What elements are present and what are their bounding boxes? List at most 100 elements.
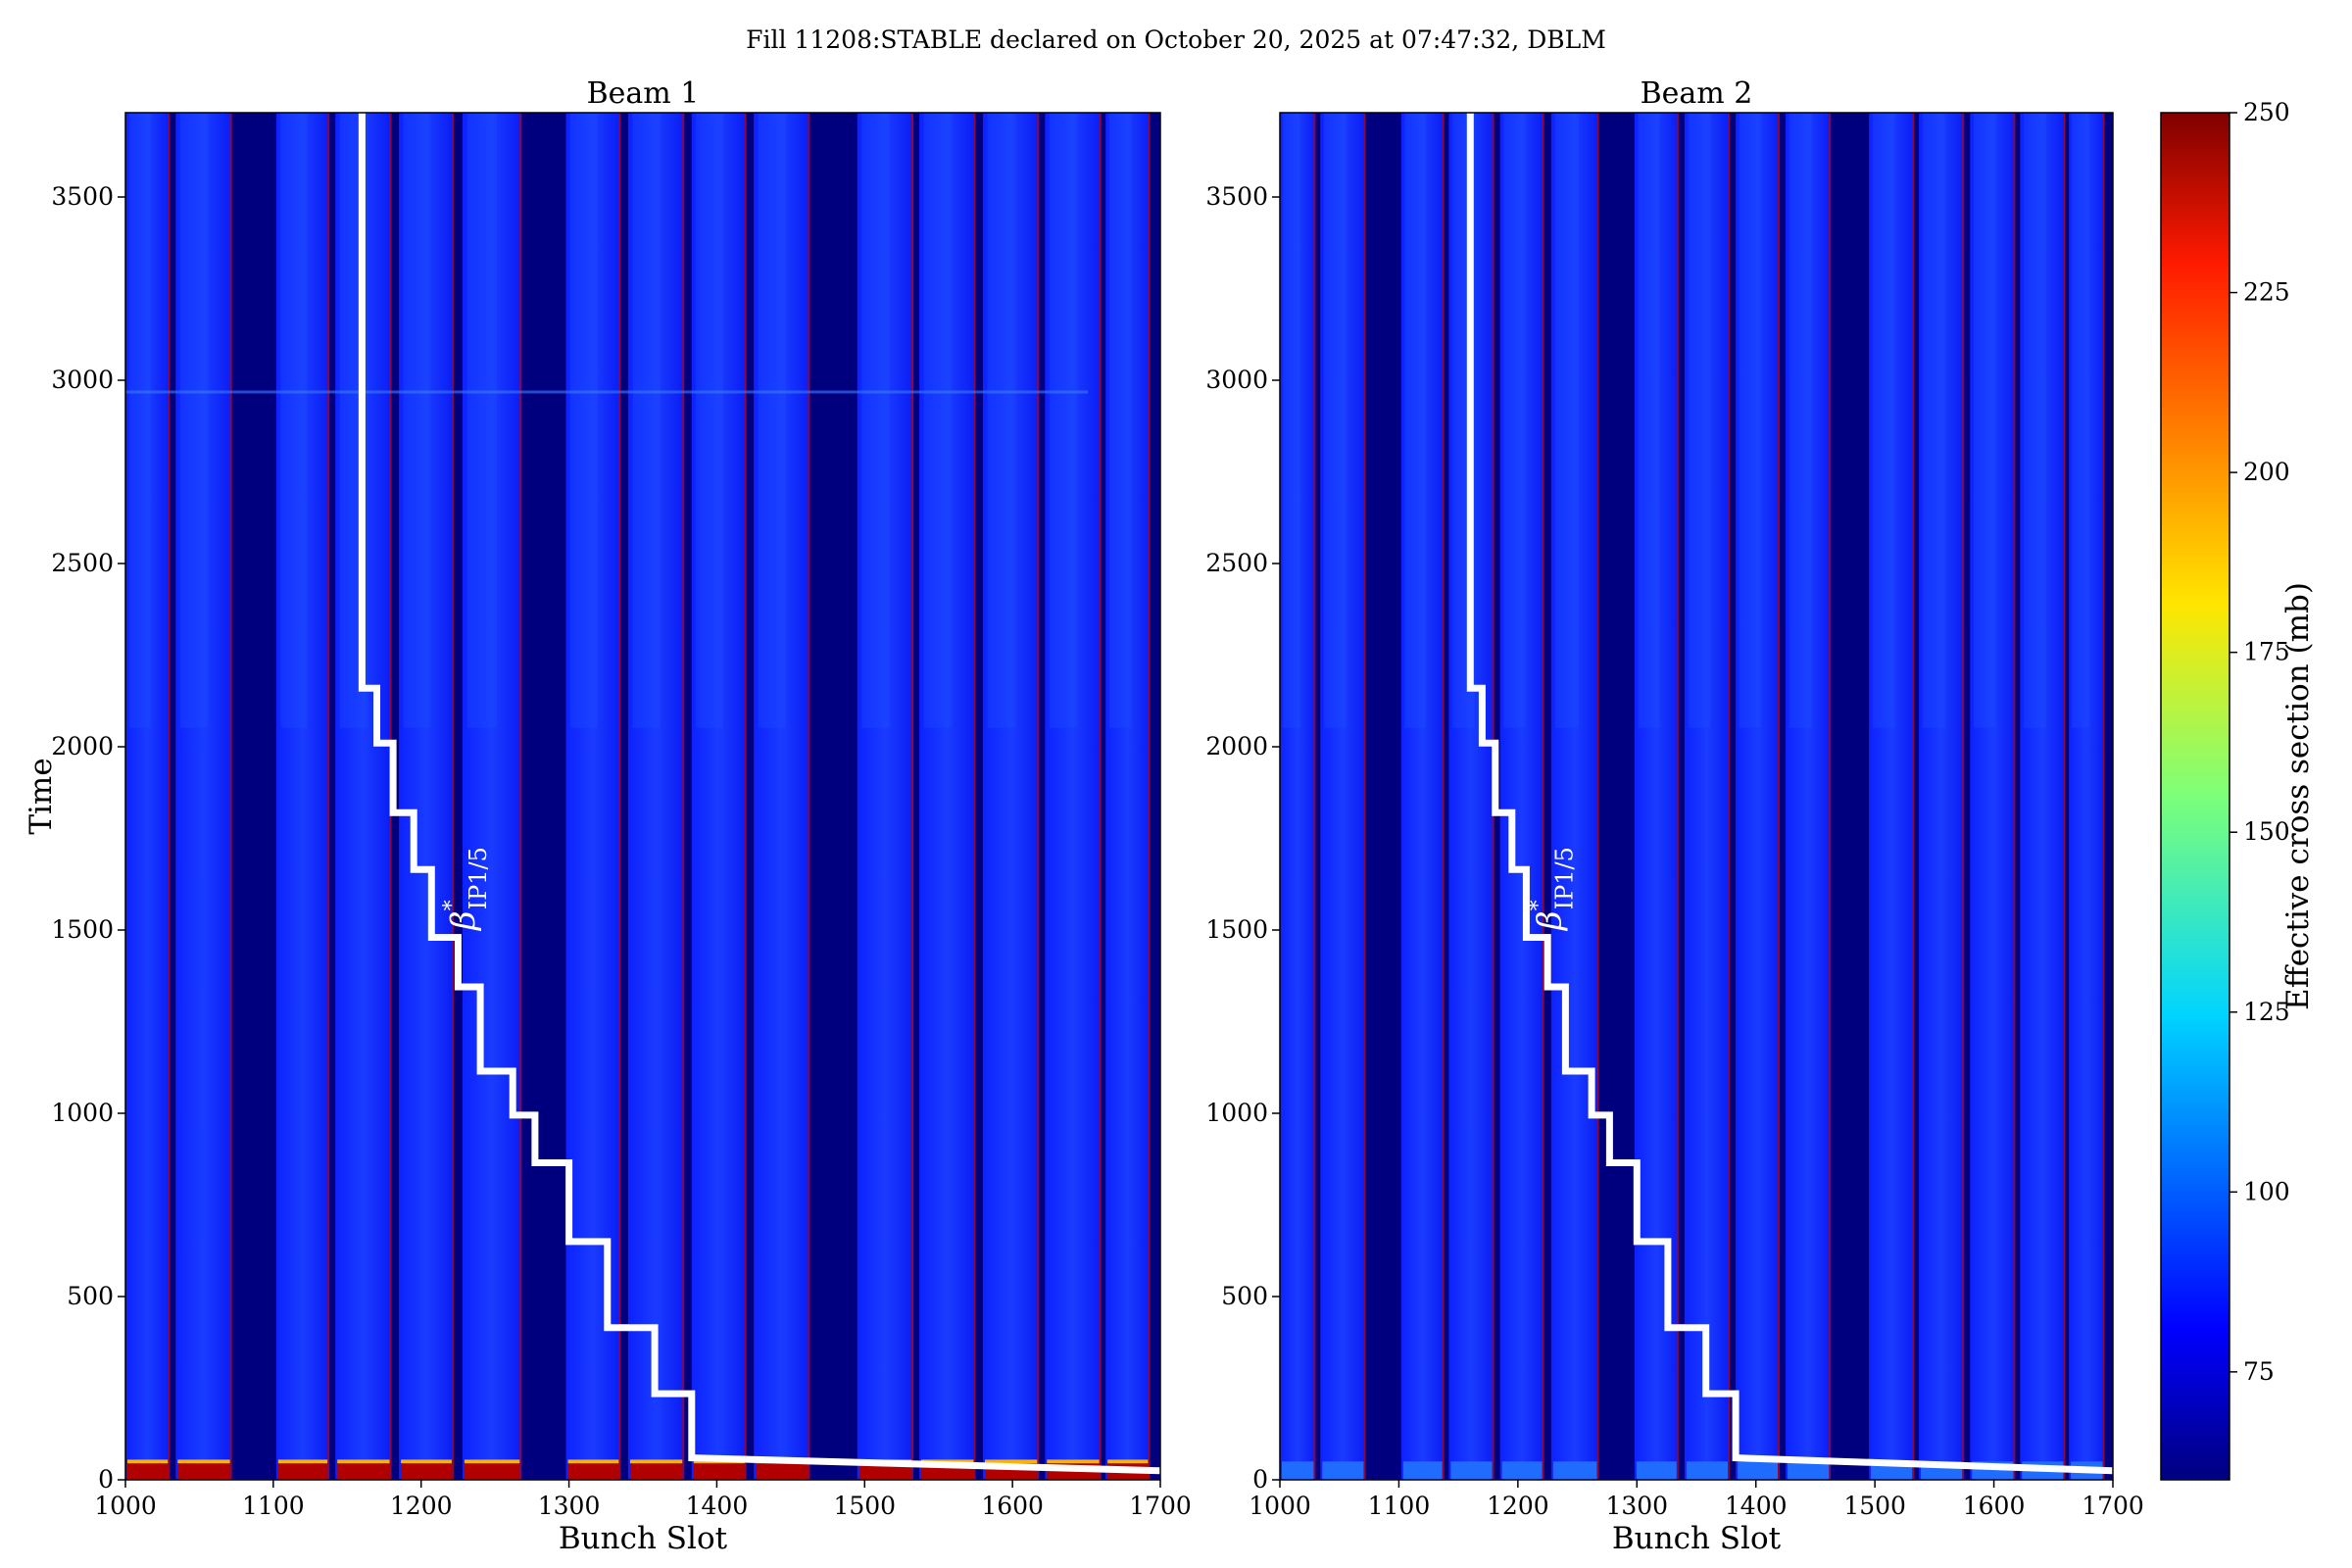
train-head-highlight-11 (1922, 113, 1945, 728)
train-edge-5 (1596, 113, 1599, 1480)
x-tick-label: 1400 (1725, 1492, 1788, 1520)
x-tick-label: 1700 (2082, 1492, 2144, 1520)
colorbar-tick-label: 75 (2243, 1357, 2275, 1386)
start-burst-edge-4 (401, 1459, 452, 1464)
colorbar-gradient (2160, 112, 2230, 1481)
start-burst-edge-7 (629, 1459, 683, 1464)
train-head-highlight-6 (1638, 113, 1660, 728)
start-burst-9 (756, 1463, 808, 1480)
y-tick-label: 0 (1252, 1465, 1268, 1494)
train-edge-7 (682, 113, 685, 1480)
start-burst-10 (858, 1463, 912, 1480)
bunch-train-5 (462, 113, 522, 1480)
bunch-train-1 (175, 113, 232, 1480)
bunch-train-7 (1684, 113, 1730, 1480)
x-axis-label: Bunch Slot (1612, 1521, 1782, 1556)
y-tick-label: 3000 (1205, 366, 1268, 394)
bunch-train-2 (1400, 113, 1445, 1480)
bunch-train-11 (919, 113, 976, 1480)
train-head-highlight-12 (987, 113, 1016, 728)
train-edge-6 (618, 113, 621, 1480)
x-tick-label: 1200 (1487, 1492, 1549, 1520)
train-edge-12 (2013, 113, 2016, 1480)
start-burst-edge-1 (177, 1459, 230, 1464)
bunch-train-13 (2020, 113, 2066, 1480)
train-head-highlight-11 (923, 113, 953, 728)
axes-frame (1279, 112, 2114, 1481)
x-tick-label: 1200 (390, 1492, 453, 1520)
y-tick-label: 2500 (51, 549, 114, 577)
train-head-highlight-13 (1049, 113, 1078, 728)
y-axis-label: Time (24, 758, 59, 834)
train-head-highlight-9 (758, 113, 787, 728)
train-edge-8 (744, 113, 747, 1480)
bunch-train-10 (857, 113, 914, 1480)
start-band-9 (1788, 1461, 1830, 1480)
start-band-1 (1322, 1461, 1364, 1480)
x-tick-label: 1100 (242, 1492, 305, 1520)
train-head-highlight-2 (280, 113, 308, 728)
colorbar-tick-label: 250 (2243, 98, 2290, 126)
bunch-train-12 (1970, 113, 2016, 1480)
train-edge-4 (451, 113, 454, 1480)
colorbar-tick-label: 200 (2243, 458, 2290, 486)
beta-subscript: IP1/5 (1551, 847, 1579, 909)
train-head-highlight-4 (403, 113, 431, 728)
colorbar-tick-label: 100 (2243, 1177, 2290, 1205)
bunch-train-1 (1320, 113, 1366, 1480)
beta-star-line (1466, 113, 2114, 1475)
bunch-train-14 (1105, 113, 1151, 1480)
train-head-highlight-8 (1739, 113, 1762, 728)
y-tick-label: 1000 (1205, 1099, 1268, 1127)
train-edge-4 (1542, 113, 1544, 1480)
start-band-3 (1450, 1461, 1493, 1480)
x-axis-label: Bunch Slot (559, 1521, 728, 1556)
train-head-highlight-1 (1323, 113, 1348, 728)
train-edge-11 (973, 113, 976, 1480)
bunch-train-12 (982, 113, 1040, 1480)
colorbar-tick-label: 150 (2243, 817, 2290, 846)
train-head-highlight-1 (179, 113, 209, 728)
axes-title: Beam 1 (587, 76, 700, 111)
train-edge-14 (1148, 113, 1151, 1480)
train-head-highlight-0 (128, 113, 152, 728)
bunch-train-8 (691, 113, 747, 1480)
train-edge-9 (808, 113, 810, 1480)
train-head-highlight-8 (696, 113, 724, 728)
y-tick-label: 1500 (51, 915, 114, 944)
start-burst-edge-5 (464, 1459, 520, 1464)
x-tick-label: 1300 (1605, 1492, 1668, 1520)
train-edge-9 (1829, 113, 1832, 1480)
train-edge-5 (519, 113, 522, 1480)
start-band-4 (1501, 1461, 1543, 1480)
start-burst-edge-6 (567, 1459, 619, 1464)
colorbar-tick-label: 175 (2243, 638, 2290, 666)
train-edge-8 (1778, 113, 1780, 1480)
start-band-5 (1552, 1461, 1597, 1480)
bunch-train-2 (275, 113, 330, 1480)
train-edge-11 (1962, 113, 1965, 1480)
x-tick-label: 1700 (1129, 1492, 1192, 1520)
train-edge-13 (1099, 113, 1102, 1480)
start-burst-3 (337, 1463, 390, 1480)
train-head-highlight-5 (1554, 113, 1580, 728)
y-tick-label: 3500 (1205, 182, 1268, 211)
x-tick-label: 1300 (538, 1492, 601, 1520)
y-tick-label: 500 (1221, 1282, 1268, 1310)
train-edge-2 (327, 113, 330, 1480)
y-tick-label: 3000 (51, 366, 114, 394)
y-tick-label: 2000 (51, 732, 114, 760)
x-tick-label: 1000 (94, 1492, 157, 1520)
start-band-2 (1402, 1461, 1443, 1480)
bunch-train-6 (565, 113, 621, 1480)
start-burst-8 (693, 1463, 745, 1480)
train-head-highlight-14 (1108, 113, 1132, 728)
beam-2-panel: β*IP1/5 1000 1100 1200 1300 1400 1500 1600 1700 0… (1205, 76, 2143, 1556)
figure-suptitle: Fill 11208:STABLE declared on October 20… (746, 25, 1606, 54)
train-edge-1 (1363, 113, 1366, 1480)
colorbar-tick-label: 225 (2243, 278, 2290, 307)
start-burst-4 (401, 1463, 452, 1480)
train-edge-0 (1313, 113, 1316, 1480)
bunch-train-4 (1499, 113, 1544, 1480)
